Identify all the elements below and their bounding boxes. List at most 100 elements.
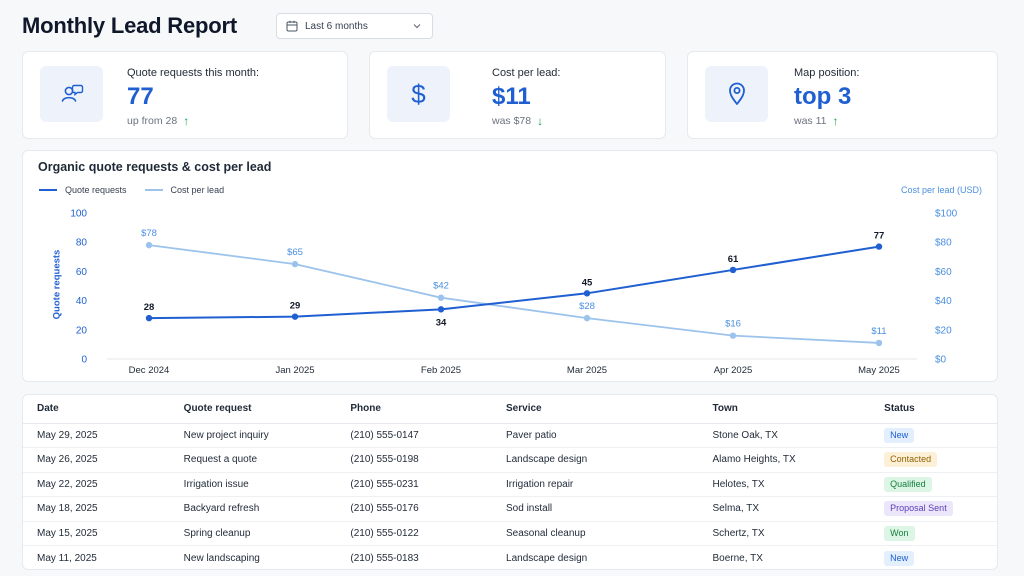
table-row[interactable]: May 15, 2025 Spring cleanup (210) 555-0122… xyxy=(23,521,997,546)
cell-phone: (210) 555-0176 xyxy=(336,496,493,522)
y-tick-label: 80 xyxy=(76,238,88,249)
cell-quote-request: Spring cleanup xyxy=(169,521,337,546)
cell-date: May 18, 2025 xyxy=(23,496,170,522)
chart-card: Organic quote requests & cost per lead Q… xyxy=(22,150,998,382)
column-header[interactable]: Date xyxy=(23,395,170,424)
date-range-select[interactable]: Last 6 months xyxy=(276,13,433,39)
data-point xyxy=(875,339,883,347)
data-label: 77 xyxy=(874,231,885,242)
x-tick-label: Jan 2025 xyxy=(275,365,314,376)
kpi-card-cost-per-lead: $ Cost per lead: $11 was $78 ↓ xyxy=(369,51,666,139)
kpi-icon-box xyxy=(40,66,103,122)
column-header[interactable]: Service xyxy=(492,395,699,424)
kpi-card-map-position: Map position: top 3 was 11 ↑ xyxy=(687,51,998,139)
y-tick-label: 0 xyxy=(81,355,87,366)
user-chat-icon xyxy=(61,84,83,102)
table-header-row: Date Quote request Phone Service Town Status xyxy=(23,395,997,424)
table-row[interactable]: May 18, 2025 Backyard refresh (210) 555-01… xyxy=(23,496,997,522)
kpi-label: Cost per lead: xyxy=(492,67,561,79)
report-header: Monthly Lead Report Last 6 months xyxy=(22,10,1012,42)
cell-phone: (210) 555-0122 xyxy=(336,521,493,546)
data-label: $78 xyxy=(141,228,157,239)
data-label: $16 xyxy=(725,319,741,330)
data-label: $28 xyxy=(579,301,595,312)
cell-service: Paver patio xyxy=(492,423,699,448)
cell-phone: (210) 555-0147 xyxy=(336,423,493,448)
cell-date: May 22, 2025 xyxy=(23,472,170,497)
cell-quote-request: Request a quote xyxy=(169,447,337,473)
kpi-icon-box: $ xyxy=(387,66,450,122)
cell-service: Sod install xyxy=(492,496,699,522)
data-point xyxy=(437,294,445,301)
table-body: May 29, 2025 New project inquiry (210) 555… xyxy=(23,423,997,570)
y2-tick-label: $0 xyxy=(935,355,947,366)
legend-label: Quote requests xyxy=(65,185,127,195)
cell-town: Selma, TX xyxy=(698,496,871,522)
x-tick-label: Feb 2025 xyxy=(421,365,461,376)
cell-status: New xyxy=(870,546,997,570)
x-tick-label: May 2025 xyxy=(858,365,900,376)
series-line-cost-per-lead xyxy=(148,244,880,344)
kpi-label: Quote requests this month: xyxy=(127,67,260,79)
cell-quote-request: New landscaping xyxy=(183,552,260,564)
x-tick-label: Dec 2024 xyxy=(129,365,170,376)
table-row[interactable]: May 26, 2025 Request a quote (210) 555-019… xyxy=(23,447,997,473)
chart-title: Organic quote requests & cost per lead xyxy=(38,160,272,174)
y2-tick-label: $40 xyxy=(935,296,952,307)
data-label: $65 xyxy=(287,247,303,258)
legend-item-quote-requests[interactable]: Quote requests xyxy=(39,185,127,195)
right-axis-title: Cost per lead (USD) xyxy=(900,185,982,195)
cell-quote-request: New project inquiry xyxy=(169,423,337,448)
column-header[interactable]: Phone xyxy=(336,395,493,424)
data-point xyxy=(291,260,299,268)
legend-label: Cost per lead xyxy=(170,185,225,195)
cell-date: May 11, 2025 xyxy=(37,552,97,564)
page-title: Monthly Lead Report xyxy=(22,13,237,38)
kpi-subtext: up from 28 ↑ xyxy=(127,114,189,128)
cell-town: Alamo Heights, TX xyxy=(698,447,871,473)
data-point xyxy=(729,266,737,274)
arrow-up-icon: ↑ xyxy=(832,114,839,128)
cell-service: Seasonal cleanup xyxy=(492,521,699,546)
dollar-icon: $ xyxy=(411,78,426,109)
cell-quote-request: Backyard refresh xyxy=(169,496,337,522)
data-point xyxy=(583,314,591,322)
line-chart: 0 20 40 60 80 100 $0 $20 $40 $60 $80 $100 Dec 2024 Ja… xyxy=(70,209,957,377)
y-tick-label: 40 xyxy=(76,296,88,307)
cell-status: Qualified xyxy=(870,472,997,497)
cell-status: Won xyxy=(870,521,997,546)
kpi-subtext: was 11 ↑ xyxy=(794,114,839,128)
y-tick-label: 100 xyxy=(70,209,87,220)
kpi-subtext: was $78 ↓ xyxy=(492,114,543,128)
kpi-value: $11 xyxy=(492,83,531,110)
cell-date: May 26, 2025 xyxy=(23,447,170,473)
y-tick-label: 60 xyxy=(76,267,88,278)
cell-phone: (210) 555-0231 xyxy=(336,472,493,497)
data-point xyxy=(729,332,737,339)
cell-status: Contacted xyxy=(870,447,997,473)
table-row[interactable]: May 22, 2025 Irrigation issue (210) 555-02… xyxy=(23,472,997,497)
table-row[interactable]: May 11, 2025 New landscaping (210) 555-018… xyxy=(23,546,997,570)
data-point xyxy=(145,314,153,322)
data-label: 34 xyxy=(436,317,447,328)
column-header[interactable]: Quote request xyxy=(169,395,337,424)
status-badge: Proposal Sent xyxy=(884,501,953,517)
column-header[interactable]: Town xyxy=(698,395,871,424)
kpi-card-quote-requests: Quote requests this month: 77 up from 28… xyxy=(22,51,348,139)
legend-item-cost-per-lead[interactable]: Cost per lead xyxy=(144,185,225,195)
date-range-value: Last 6 months xyxy=(305,20,368,32)
cell-date: May 15, 2025 xyxy=(23,521,170,546)
chevron-down-icon xyxy=(413,24,421,29)
cell-phone: (210) 555-0198 xyxy=(336,447,493,473)
data-point xyxy=(291,313,299,320)
table-row[interactable]: May 29, 2025 New project inquiry (210) 555… xyxy=(23,423,997,448)
data-point xyxy=(145,241,153,249)
data-label: $11 xyxy=(871,326,886,337)
status-badge: Qualified xyxy=(884,476,932,492)
x-tick-label: Apr 2025 xyxy=(714,365,753,376)
cell-town: Boerne, TX xyxy=(712,552,763,564)
chart-legend: Quote requests Cost per lead xyxy=(39,185,242,195)
kpi-value: top 3 xyxy=(794,83,852,110)
y2-tick-label: $80 xyxy=(935,238,952,249)
column-header[interactable]: Status xyxy=(870,395,997,424)
